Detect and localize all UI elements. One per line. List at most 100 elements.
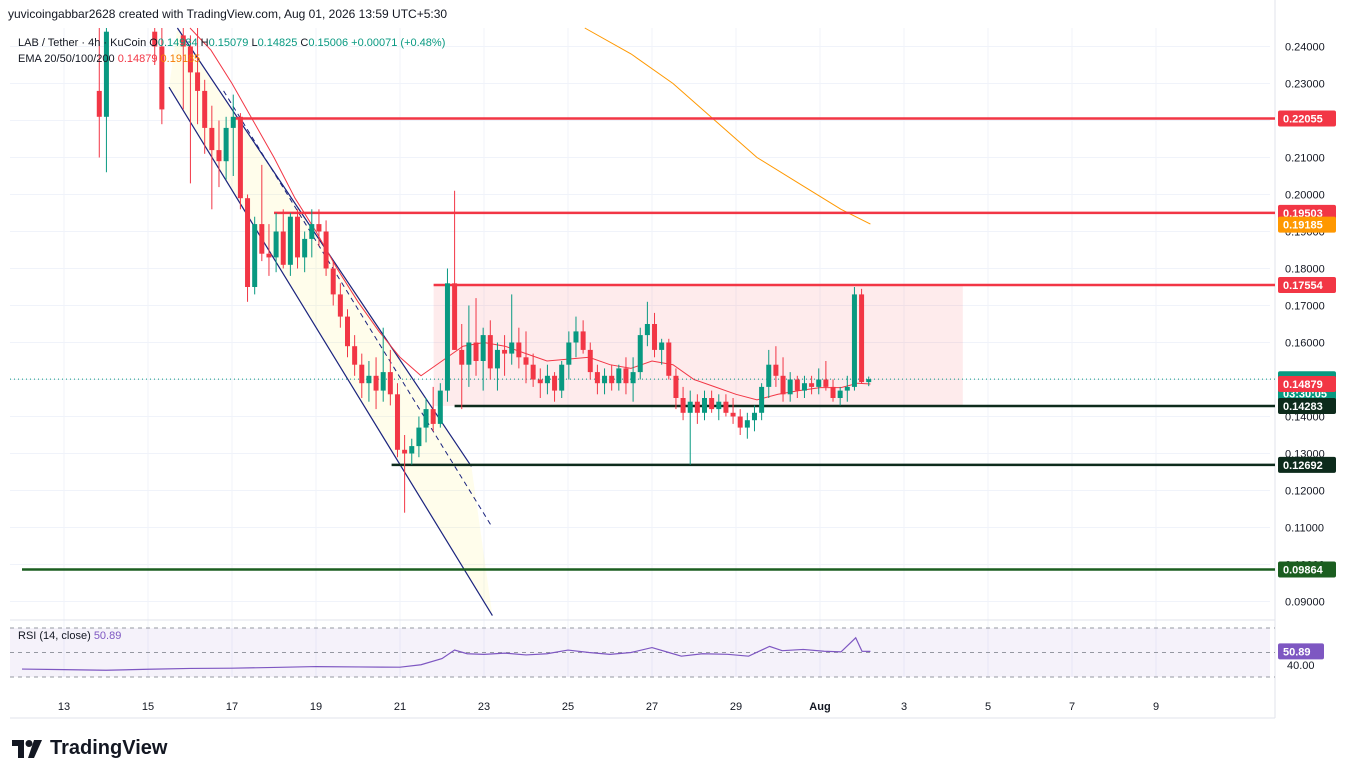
candle-body bbox=[302, 238, 308, 258]
candle bbox=[809, 375, 815, 395]
candle bbox=[316, 209, 322, 247]
candle bbox=[373, 357, 379, 410]
candle-body bbox=[516, 342, 522, 358]
candle-body bbox=[780, 375, 786, 395]
price-tag bbox=[1278, 456, 1336, 473]
rsi-value-tag bbox=[1278, 643, 1324, 660]
time-tick-label: 23 bbox=[478, 701, 490, 713]
candle bbox=[509, 294, 515, 365]
channel-fill bbox=[169, 28, 493, 616]
candle bbox=[537, 368, 543, 398]
candle-body bbox=[195, 72, 201, 91]
candle-body bbox=[602, 375, 608, 384]
candle-body bbox=[709, 398, 715, 410]
candle bbox=[96, 28, 102, 158]
candle bbox=[837, 386, 843, 406]
candle-body bbox=[345, 316, 350, 347]
time-tick-label: 13 bbox=[58, 701, 70, 713]
price-tag bbox=[1278, 216, 1336, 233]
candle bbox=[266, 224, 272, 276]
candle-body bbox=[637, 335, 643, 373]
candle-body bbox=[180, 35, 186, 47]
candle bbox=[480, 327, 486, 391]
candle bbox=[330, 261, 336, 306]
tradingview-logo-text: TradingView bbox=[50, 737, 168, 759]
time-axis[interactable]: 13 15 17 19 21 23 25 27 29 Aug 3 5 7 9 bbox=[58, 701, 1159, 713]
candle-body bbox=[616, 368, 622, 384]
chart-legend: LAB / Tether · 4h · KuCoin O0.14934 H0.1… bbox=[18, 35, 445, 67]
candle-body bbox=[830, 386, 836, 398]
candle-body bbox=[330, 268, 336, 295]
close-label: C bbox=[300, 37, 309, 49]
rsi-label[interactable]: RSI (14, close) bbox=[18, 630, 91, 642]
candle-body bbox=[459, 349, 465, 365]
candle bbox=[516, 327, 522, 369]
candle bbox=[302, 231, 308, 273]
candle bbox=[359, 353, 365, 398]
candle bbox=[623, 357, 629, 395]
candle bbox=[452, 190, 458, 350]
time-tick-label: 21 bbox=[394, 701, 406, 713]
candle bbox=[473, 298, 479, 376]
candle bbox=[530, 353, 536, 387]
candle-body bbox=[494, 349, 500, 369]
price-tag-label: 0.22055 bbox=[1283, 113, 1323, 125]
candle bbox=[323, 220, 329, 276]
candle-body bbox=[309, 224, 315, 239]
candle-body bbox=[402, 449, 408, 454]
candle-body bbox=[544, 375, 550, 384]
candle bbox=[273, 213, 279, 273]
candle bbox=[844, 375, 850, 402]
price-tag bbox=[1278, 110, 1336, 127]
candle-body bbox=[323, 231, 329, 269]
candle-body bbox=[159, 46, 165, 110]
candle-body bbox=[644, 324, 650, 336]
candle bbox=[659, 338, 665, 365]
price-axis[interactable]: 0.240000.230000.220000.210000.200000.190… bbox=[1285, 42, 1325, 609]
candle bbox=[644, 301, 650, 347]
price-tick-label: 0.17000 bbox=[1285, 301, 1325, 313]
ema-layer bbox=[189, 27, 871, 401]
symbol-label[interactable]: LAB / Tether · 4h · KuCoin bbox=[18, 37, 147, 49]
candle-body bbox=[594, 372, 600, 384]
candle bbox=[787, 372, 793, 402]
candle bbox=[587, 342, 593, 380]
candle-body bbox=[502, 349, 508, 354]
candle bbox=[103, 28, 109, 173]
chart-credit: yuvicoingabbar2628 created with TradingV… bbox=[8, 7, 448, 21]
candle-body bbox=[373, 375, 379, 391]
candle bbox=[730, 398, 736, 424]
rsi-value-tag-text: 50.89 bbox=[1283, 646, 1311, 658]
candle-body bbox=[823, 379, 829, 387]
ema20-line bbox=[189, 27, 871, 401]
candle-body bbox=[280, 231, 286, 265]
candle-body bbox=[273, 231, 279, 258]
candle-body bbox=[366, 375, 372, 384]
ema-label[interactable]: EMA 20/50/100/200 bbox=[18, 53, 115, 65]
channel-lower-line bbox=[168, 86, 493, 616]
tradingview-logo[interactable]: TradingView bbox=[12, 737, 167, 760]
candle bbox=[502, 335, 508, 376]
range-box bbox=[433, 285, 963, 407]
candle-body bbox=[96, 90, 102, 117]
candle bbox=[295, 209, 301, 269]
candle-body bbox=[230, 116, 236, 128]
time-tick-label: 9 bbox=[1153, 701, 1159, 713]
candle bbox=[744, 412, 750, 439]
candle bbox=[737, 409, 743, 435]
candle-body bbox=[694, 401, 700, 413]
candle bbox=[609, 364, 615, 391]
horizontal-lines[interactable] bbox=[10, 117, 1275, 571]
candle-body bbox=[287, 216, 293, 265]
rsi-pane: 40.00 50.89 bbox=[10, 627, 1324, 678]
candle bbox=[702, 390, 707, 421]
candle bbox=[716, 394, 722, 421]
candle bbox=[816, 368, 822, 395]
high-value: 0.15079 bbox=[208, 37, 249, 49]
ema50-value: 0.19185 bbox=[160, 53, 201, 65]
candle bbox=[823, 361, 829, 391]
candle-body bbox=[380, 372, 386, 391]
price-tag-label: 0.14283 bbox=[1283, 401, 1323, 413]
candle-body bbox=[630, 372, 636, 384]
